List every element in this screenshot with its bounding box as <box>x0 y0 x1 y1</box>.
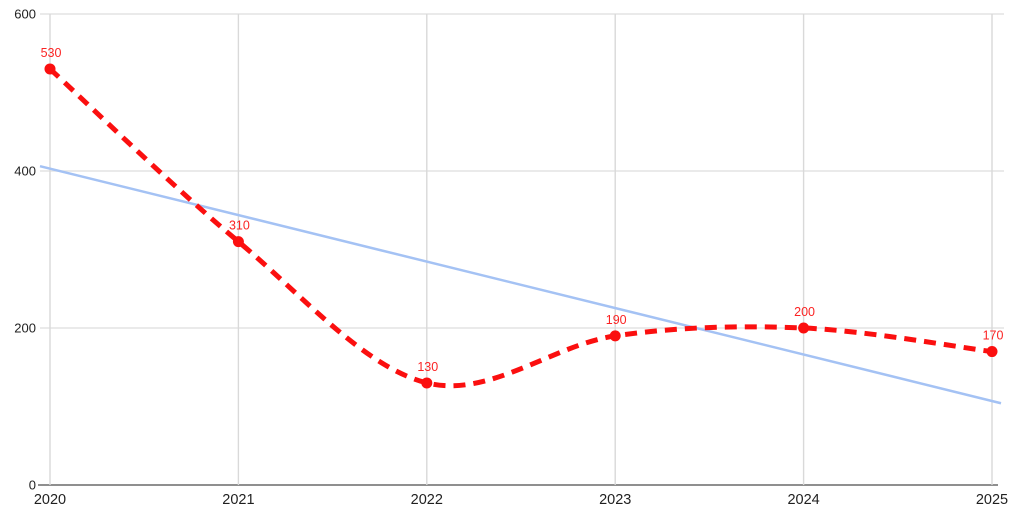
x-tick-label: 2022 <box>411 492 443 508</box>
x-tick-label: 2020 <box>34 492 66 508</box>
y-tick-label: 200 <box>14 321 36 336</box>
y-tick-label: 0 <box>29 478 36 493</box>
x-tick-label: 2023 <box>599 492 631 508</box>
data-point <box>44 63 56 75</box>
point-label: 530 <box>41 46 62 60</box>
data-point <box>798 322 810 334</box>
point-label: 170 <box>983 329 1004 343</box>
x-tick-label: 2021 <box>222 492 254 508</box>
data-point <box>232 236 244 248</box>
data-point <box>421 377 433 389</box>
point-label: 310 <box>229 219 250 233</box>
series-line <box>48 67 993 389</box>
point-label: 190 <box>606 313 627 327</box>
data-point <box>609 330 621 342</box>
y-tick-label: 400 <box>14 164 36 179</box>
x-tick-label: 2024 <box>787 492 819 508</box>
point-label: 130 <box>417 360 438 374</box>
x-tick-label: 2025 <box>976 492 1008 508</box>
point-label: 200 <box>794 305 815 319</box>
y-tick-label: 600 <box>14 7 36 22</box>
data-point <box>986 346 998 358</box>
